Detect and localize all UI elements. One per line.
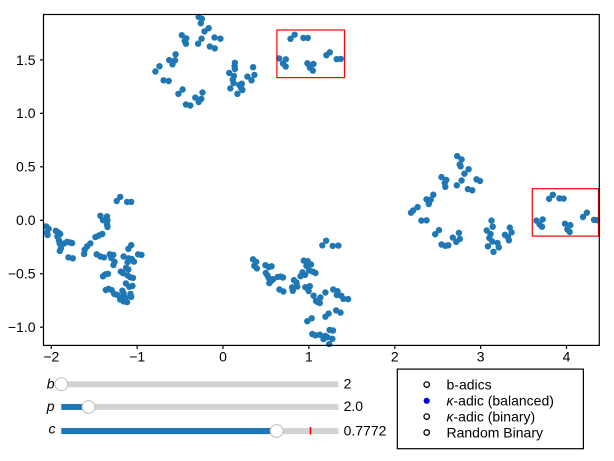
svg-text:−1: −1 bbox=[129, 348, 145, 364]
svg-text:2: 2 bbox=[344, 376, 352, 392]
svg-text:−1.0: −1.0 bbox=[8, 319, 36, 335]
svg-text:−2: −2 bbox=[43, 348, 59, 364]
svg-text:b: b bbox=[47, 376, 55, 392]
svg-text:1: 1 bbox=[305, 348, 313, 364]
svg-text:0.0: 0.0 bbox=[16, 212, 36, 228]
svg-text:1.0: 1.0 bbox=[16, 105, 36, 121]
svg-text:b-adics: b-adics bbox=[447, 377, 492, 393]
svg-text:p: p bbox=[46, 398, 55, 414]
svg-text:3: 3 bbox=[477, 348, 485, 364]
svg-text:κ-adic (binary): κ-adic (binary) bbox=[447, 409, 536, 425]
svg-text:1.5: 1.5 bbox=[16, 52, 36, 68]
svg-text:4: 4 bbox=[563, 348, 571, 364]
svg-text:0: 0 bbox=[219, 348, 227, 364]
svg-text:0.7772: 0.7772 bbox=[344, 422, 387, 438]
svg-text:κ-adic (balanced): κ-adic (balanced) bbox=[447, 393, 554, 409]
svg-text:Random Binary: Random Binary bbox=[447, 424, 544, 440]
svg-text:c: c bbox=[49, 420, 56, 436]
svg-text:2: 2 bbox=[391, 348, 399, 364]
svg-text:−0.5: −0.5 bbox=[8, 266, 36, 282]
svg-text:0.5: 0.5 bbox=[16, 159, 36, 175]
svg-text:2.0: 2.0 bbox=[344, 398, 364, 414]
